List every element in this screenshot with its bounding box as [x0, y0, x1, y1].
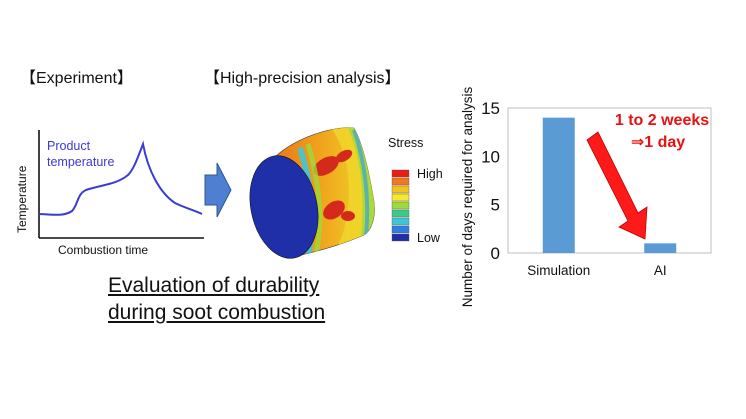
stress-legend-low: Low [417, 231, 441, 244]
caption-line2: during soot combustion [108, 301, 326, 324]
bar-ai [644, 243, 677, 253]
combustion-time-axis-label: Combustion time [58, 243, 148, 257]
x-category-label: AI [654, 263, 667, 278]
cylinder-end-face [249, 155, 319, 259]
bar-simulation [542, 117, 575, 253]
chart-plot-frame [507, 107, 712, 254]
product-temperature-curve [38, 140, 203, 216]
analysis-days-bar-chart: Number of days required for analysis 0 5 1… [460, 86, 712, 307]
temperature-plot: Temperature Product temperature Combusti… [15, 130, 204, 257]
annotation-line2: ⇒1 day [631, 134, 685, 151]
reduction-arrow-icon [586, 131, 648, 240]
stress-legend: Stress High Low [388, 136, 443, 244]
y-tick-label: 10 [481, 147, 500, 166]
chart-y-axis-label: Number of days required for analysis [460, 86, 475, 307]
curve-label-line1: Product [47, 139, 91, 153]
temperature-axis-label: Temperature [15, 165, 29, 233]
y-tick-label: 15 [481, 99, 500, 118]
caption-line1: Evaluation of durability [108, 274, 320, 297]
block-arrow-icon [204, 162, 232, 218]
y-tick-label: 0 [491, 244, 500, 263]
stress-legend-title: Stress [388, 136, 423, 150]
annotation-line1: 1 to 2 weeks [615, 112, 709, 129]
experiment-heading: 【Experiment】 [20, 70, 133, 87]
stress-color-scale [391, 169, 410, 242]
curve-label-line2: temperature [47, 155, 114, 169]
stress-cylinder-image [249, 127, 375, 259]
y-tick-label: 5 [491, 196, 500, 215]
caption: Evaluation of durability during soot com… [108, 272, 325, 326]
analysis-heading: 【High-precision analysis】 [204, 70, 401, 87]
stress-legend-high: High [417, 167, 443, 181]
x-category-label: Simulation [527, 263, 590, 278]
